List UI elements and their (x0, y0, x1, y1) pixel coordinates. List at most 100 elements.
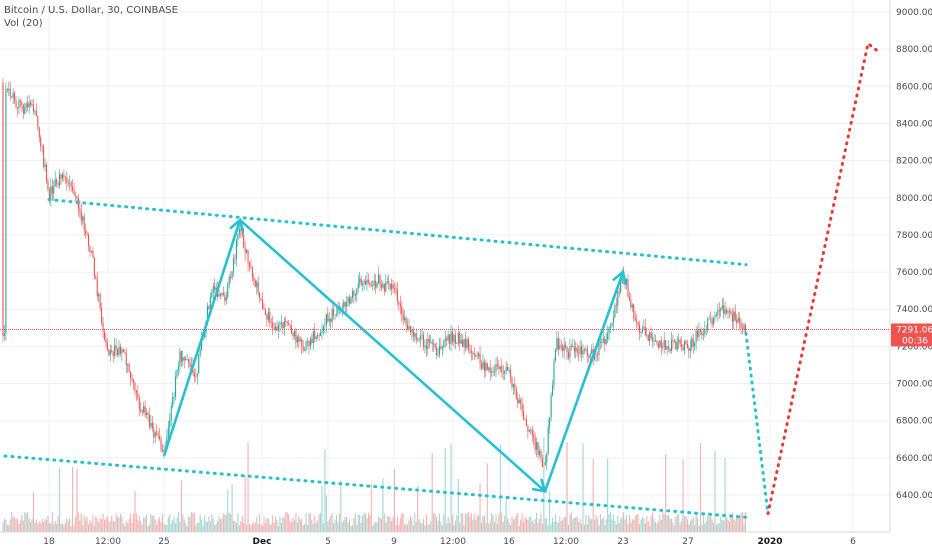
volume-bar (621, 516, 623, 532)
candle-body (103, 331, 106, 340)
candle-body (163, 450, 165, 452)
volume-bar (311, 519, 313, 532)
volume-bar (212, 518, 214, 532)
candle-body (537, 442, 539, 455)
volume-bar (248, 524, 251, 532)
candle-body (489, 367, 491, 373)
candle-body (317, 335, 319, 337)
volume-bar (485, 522, 487, 532)
candle-body (430, 342, 432, 343)
candle-body (636, 320, 638, 323)
volume-bar (433, 512, 435, 532)
candle-body (509, 370, 512, 378)
volume-bar (11, 512, 13, 532)
candle-body (234, 258, 236, 260)
volume-bar (64, 523, 66, 532)
volume-bar (578, 522, 580, 532)
candle-body (657, 343, 659, 348)
candle-body (411, 329, 413, 333)
volume-bar (138, 515, 140, 532)
volume-bar (164, 524, 166, 532)
candle-body (704, 329, 706, 335)
candle-body (30, 102, 32, 106)
volume-bar (701, 524, 703, 532)
volume-bar (161, 513, 164, 532)
candle-body (106, 342, 108, 350)
candle-body (672, 339, 674, 342)
candle-body (560, 345, 562, 347)
volume-bar (721, 519, 723, 532)
candle-body (64, 177, 66, 179)
volume-bar (395, 524, 397, 532)
candle-body (728, 311, 730, 313)
candle-body (653, 340, 655, 342)
volume-bar (56, 523, 58, 532)
volume-bar (250, 525, 252, 532)
candle-body (501, 366, 503, 373)
candle-body (714, 315, 716, 318)
candle-body (301, 339, 303, 347)
candle-body (562, 346, 564, 352)
volume-bar (681, 521, 683, 532)
volume-bar (115, 514, 117, 532)
candle-body (302, 346, 304, 351)
candle-body (41, 146, 43, 147)
volume-bar (375, 522, 377, 532)
volume-bar (154, 519, 156, 532)
candle-body (502, 372, 504, 374)
volume-bar (736, 515, 738, 532)
volume-bar (380, 518, 382, 532)
volume-bar (628, 514, 630, 532)
volume-bar (668, 514, 670, 532)
candle-body (38, 127, 40, 138)
candle-body (378, 275, 380, 284)
candle-body (639, 325, 641, 333)
volume-bar (118, 517, 120, 532)
volume-bar (523, 522, 525, 532)
volume-bar (509, 525, 512, 532)
volume-bar (515, 515, 517, 532)
volume-bar (309, 513, 311, 532)
candle-body (344, 301, 346, 307)
volume-bar (264, 522, 266, 532)
volume-bar (291, 521, 293, 532)
volume-bar (596, 518, 599, 532)
candle-body (90, 250, 92, 253)
price-tick-label: 7000.00 (896, 380, 932, 390)
volume-bar (659, 514, 661, 532)
candle-body (277, 325, 280, 331)
volume-bar (295, 513, 297, 532)
candle-body (634, 317, 636, 321)
volume-bar (85, 519, 87, 532)
volume-bar (18, 523, 20, 532)
candle-body (686, 343, 688, 349)
volume-bar (254, 522, 256, 532)
candle-body (204, 333, 206, 338)
price-tick-label: 7800.00 (896, 231, 932, 241)
candle-body (253, 277, 255, 281)
candle-body (14, 93, 16, 101)
price-tick-label: 8200.00 (896, 157, 932, 167)
candle-body (212, 286, 214, 294)
volume-bar (579, 518, 581, 532)
volume-bar (273, 522, 275, 532)
candle-body (150, 422, 152, 427)
volume-bar (511, 516, 513, 532)
candle-body (295, 330, 297, 343)
candle-body (209, 296, 211, 310)
volume-bar (460, 513, 462, 532)
price-tick-label: 9000.00 (896, 8, 932, 18)
candle-body (463, 339, 465, 347)
candle-body (420, 335, 422, 339)
volume-bar (711, 519, 713, 532)
volume-bar (424, 525, 426, 532)
volume-bar (475, 520, 477, 532)
candle-body (375, 280, 377, 288)
candle-body (599, 341, 601, 344)
volume-bar (550, 524, 552, 532)
volume-bar (327, 521, 329, 532)
volume-bar (128, 518, 130, 532)
candle-body (656, 340, 658, 344)
volume-bar (396, 516, 398, 532)
